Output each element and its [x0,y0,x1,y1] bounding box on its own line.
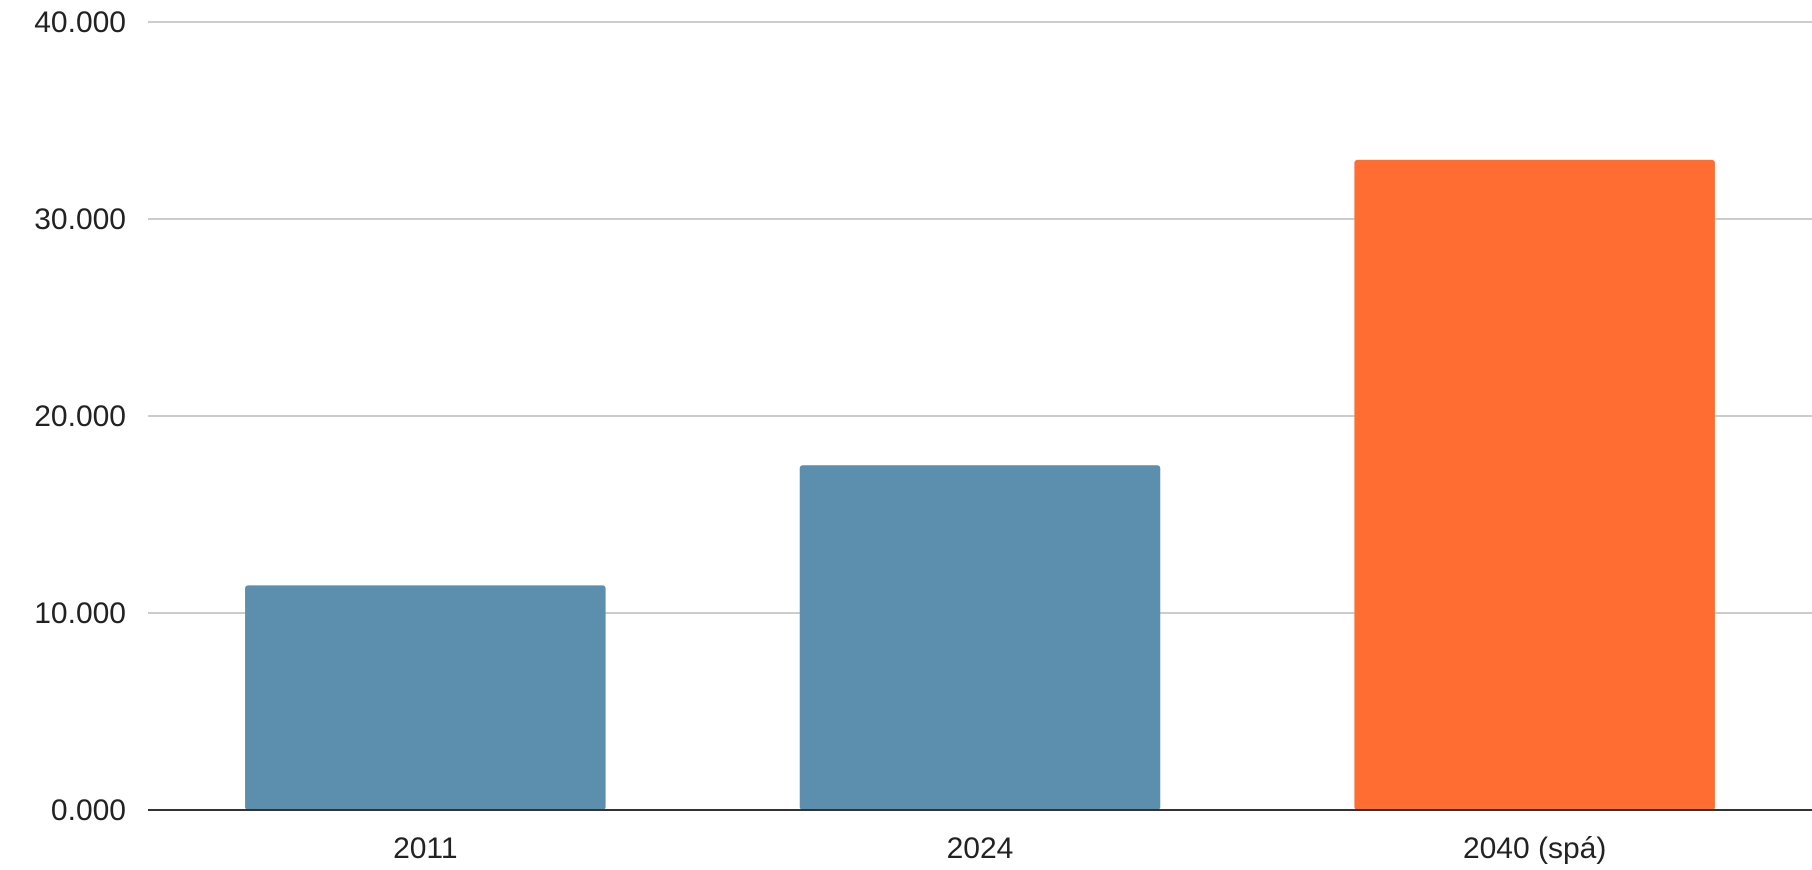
y-tick-label: 10.000 [34,597,126,630]
x-tick-label: 2040 (spá) [1463,832,1606,865]
bar-2040-sp [1354,159,1715,810]
y-tick-label: 0.000 [51,794,126,827]
y-tick-label: 20.000 [34,400,126,433]
bars [245,159,1715,810]
bar-2011 [245,585,606,810]
axes: 0.000 10.000 20.000 30.000 40.000 2011 2024 204… [34,6,1812,865]
y-tick-label: 40.000 [34,6,126,39]
y-tick-label: 30.000 [34,203,126,236]
bar-2024 [799,465,1161,810]
x-tick-label: 2011 [393,832,458,865]
x-tick-label: 2024 [947,832,1014,865]
